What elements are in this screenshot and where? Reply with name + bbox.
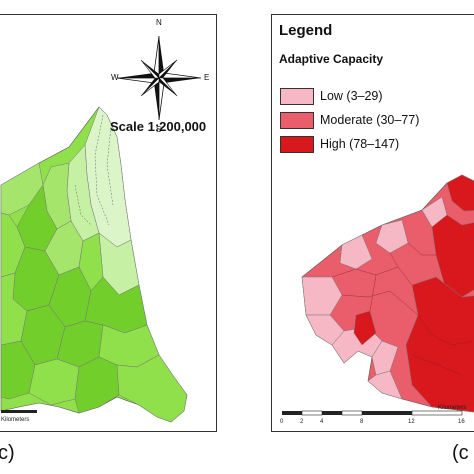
left-map-svg (0, 106, 188, 423)
map-panel-left: Kilometers N S E W Scale 1:200,000 (0, 14, 217, 432)
left-scalebar (1, 410, 37, 413)
right-map-district-low (371, 340, 399, 376)
compass-rose (116, 35, 202, 121)
right-map-district-high (446, 174, 474, 212)
legend-swatch-moderate (280, 111, 314, 129)
right-map-district-high (353, 310, 377, 346)
right-map-boundaries (331, 242, 473, 376)
right-map-district-low (301, 276, 343, 316)
scalebar-tick-8: 8 (360, 419, 364, 425)
legend-item-low: Low (3–29) (280, 86, 383, 106)
right-map-district-high (431, 214, 474, 298)
legend-swatch-low (280, 87, 314, 105)
left-scalebar-unit: Kilometers (1, 417, 30, 423)
right-map-district-low (339, 234, 373, 270)
compass-icon (116, 35, 202, 121)
legend-label-moderate: Moderate (30–77) (320, 113, 420, 127)
compass-west-label: W (111, 73, 119, 82)
legend-swatch-high (280, 135, 314, 153)
scalebar-tick-4: 4 (320, 419, 324, 425)
scalebar-tick-2: 2 (300, 419, 304, 425)
right-map-district-low (367, 370, 403, 400)
panel-label-left: c) (0, 442, 15, 464)
scalebar-tick-12: 12 (408, 419, 415, 425)
scalebar-tick-16: 16 (458, 419, 465, 425)
legend-subtitle: Adaptive Capacity (279, 52, 384, 66)
scalebar-tick-0: 0 (280, 419, 284, 425)
legend-item-moderate: Moderate (30–77) (280, 110, 419, 130)
right-map-district-high (405, 276, 474, 413)
right-map-district-low (375, 219, 409, 254)
compass-south-label: S (156, 125, 162, 134)
legend-label-high: High (78–147) (320, 137, 400, 151)
compass-east-label: E (204, 73, 210, 82)
left-map-district (116, 354, 188, 423)
panel-label-right: (c (452, 442, 469, 464)
legend-title: Legend (279, 22, 333, 39)
right-map-svg (282, 174, 474, 416)
legend-item-high: High (78–147) (280, 134, 399, 154)
left-map-district (74, 356, 120, 414)
right-scalebar (282, 410, 463, 416)
legend-label-low: Low (3–29) (320, 89, 383, 103)
map-scale-text: Scale 1:200,000 (110, 119, 207, 134)
right-scalebar-unit: Kilometers (438, 405, 467, 411)
map-panel-right: Legend Adaptive Capacity Low (3–29) Mode… (271, 14, 474, 432)
compass-north-label: N (156, 18, 162, 27)
left-map-boundaries (74, 114, 114, 226)
